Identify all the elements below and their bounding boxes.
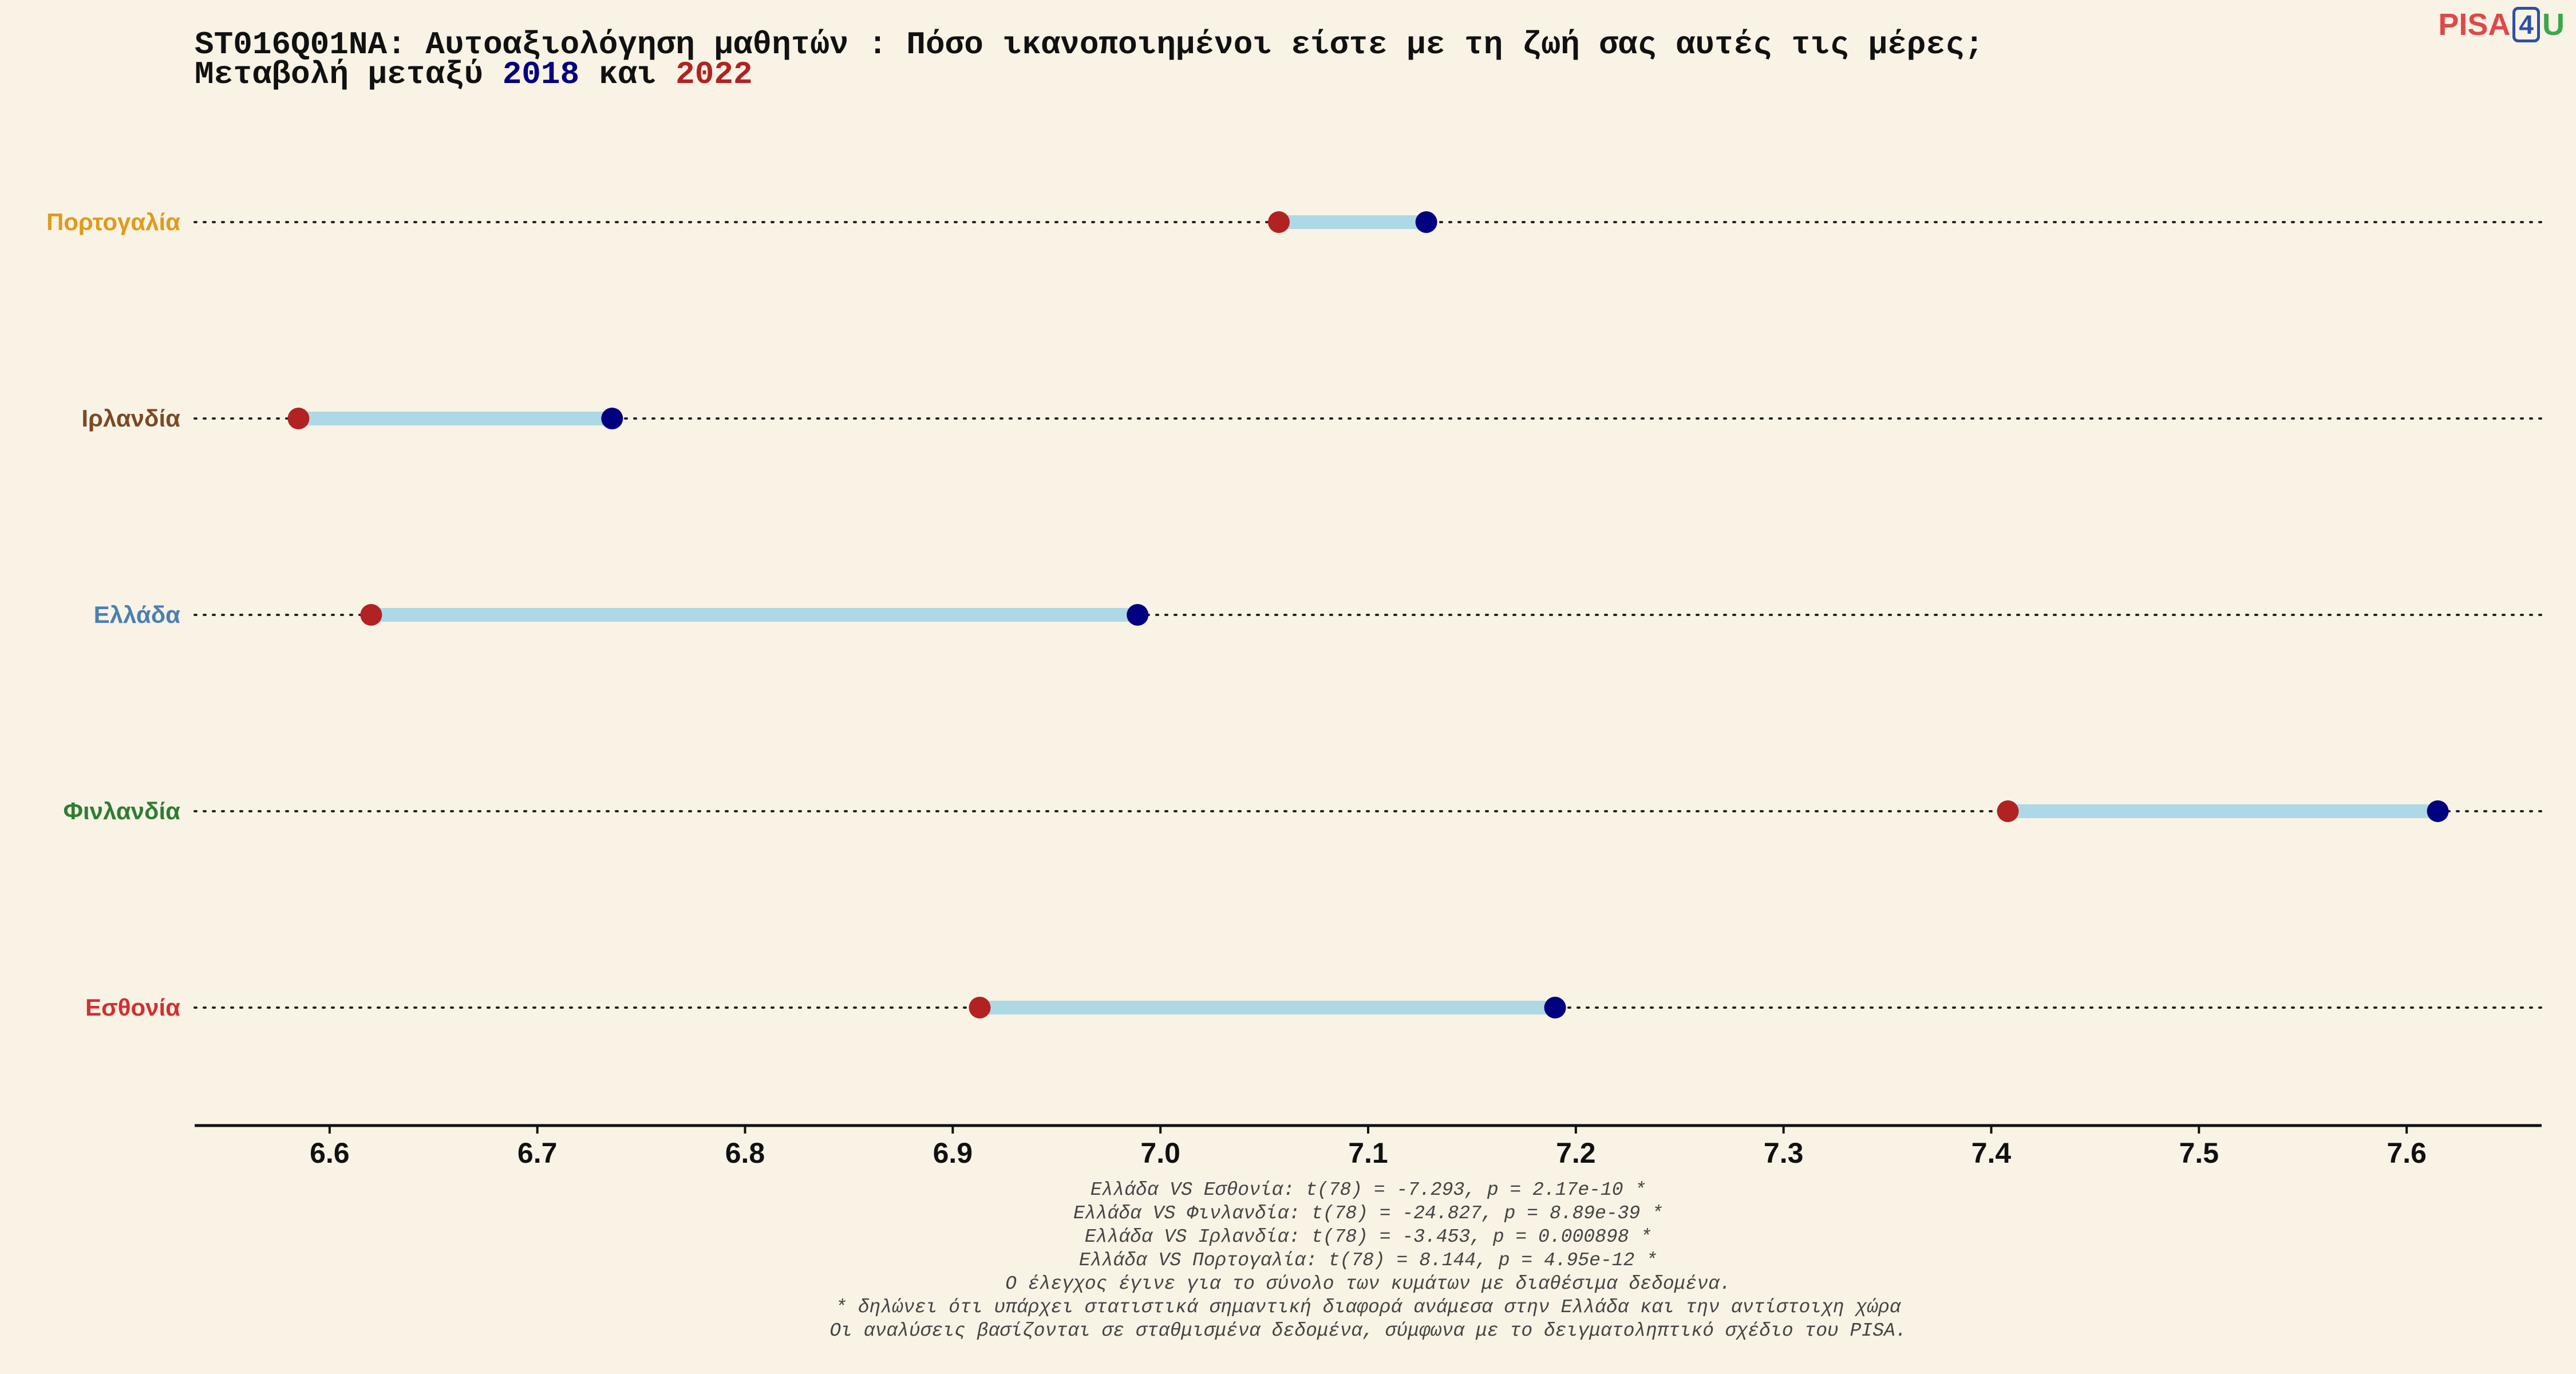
point-2018: [1544, 997, 1566, 1018]
category-label: Πορτογαλία: [46, 208, 180, 235]
footnote-line: Ελλάδα VS Πορτογαλία: t(78) = 8.144, p =…: [1079, 1250, 1657, 1271]
title-mid: και: [579, 56, 675, 93]
footnote-line: Ελλάδα VS Εσθονία: t(78) = -7.293, p = 2…: [1091, 1179, 1646, 1201]
title-prefix: Μεταβολή μεταξύ: [195, 56, 503, 93]
footnote-line: Ο έλεγχος έγινε για το σύνολο των κυμάτω…: [1005, 1273, 1730, 1294]
point-2018: [2427, 800, 2449, 822]
point-2022: [1267, 211, 1290, 233]
x-tick-label: 6.6: [310, 1137, 350, 1169]
footnote-line: Οι αναλύσεις βασίζονται σε σταθμισμένα δ…: [829, 1320, 1906, 1341]
x-tick-label: 6.9: [933, 1137, 973, 1169]
category-label: Ελλάδα: [94, 601, 181, 628]
logo-four-box: 4: [2512, 7, 2540, 42]
x-tick-label: 7.6: [2387, 1137, 2427, 1169]
x-tick-label: 7.2: [1556, 1137, 1596, 1169]
x-tick-label: 6.8: [725, 1137, 765, 1169]
point-2018: [1415, 211, 1437, 233]
logo-u-text: U: [2542, 7, 2565, 42]
x-tick-label: 7.0: [1140, 1137, 1180, 1169]
title-year-2018: 2018: [503, 56, 579, 93]
title-line-2: Μεταβολή μεταξύ 2018 και 2022: [195, 56, 753, 93]
x-tick-label: 7.3: [1764, 1137, 1804, 1169]
category-label: Εσθονία: [85, 994, 180, 1021]
point-2018: [1127, 604, 1149, 626]
point-2022: [1997, 800, 2019, 822]
title-year-2022: 2022: [675, 56, 752, 93]
footnote-line: * δηλώνει ότι υπάρχει στατιστικά σημαντι…: [835, 1297, 1902, 1318]
x-tick-label: 7.1: [1348, 1137, 1388, 1169]
point-2022: [287, 408, 310, 429]
footnote-line: Ελλάδα VS Ιρλανδία: t(78) = -3.453, p = …: [1085, 1226, 1652, 1247]
footnote-line: Ελλάδα VS Φινλανδία: t(78) = -24.827, p …: [1073, 1203, 1663, 1224]
plot-area: 6.6 6.7 6.8 6.9 7.0 7.1 7.2 7.3 7.4 7.5 7.6 Πορτογα…: [46, 208, 2543, 1169]
category-label: Φινλανδία: [64, 797, 181, 824]
logo-pisa-text: PISA: [2438, 7, 2511, 42]
title-line-1: ST016Q01NA: Αυτοαξιολόγηση μαθητών : Πόσ…: [195, 26, 1984, 63]
pisa4u-logo: PISA 4 U: [2438, 7, 2565, 42]
point-2018: [601, 408, 623, 429]
x-tick-label: 6.7: [517, 1137, 558, 1169]
x-tick-label: 7.5: [2179, 1137, 2219, 1169]
x-tick-label: 7.4: [1971, 1137, 2012, 1169]
category-label: Ιρλανδία: [81, 405, 180, 432]
chart-title: ST016Q01NA: Αυτοαξιολόγηση μαθητών : Πόσ…: [195, 26, 1984, 93]
point-2022: [969, 997, 991, 1018]
footnotes: Ελλάδα VS Εσθονία: t(78) = -7.293, p = 2…: [829, 1179, 1906, 1341]
point-2022: [360, 604, 382, 626]
